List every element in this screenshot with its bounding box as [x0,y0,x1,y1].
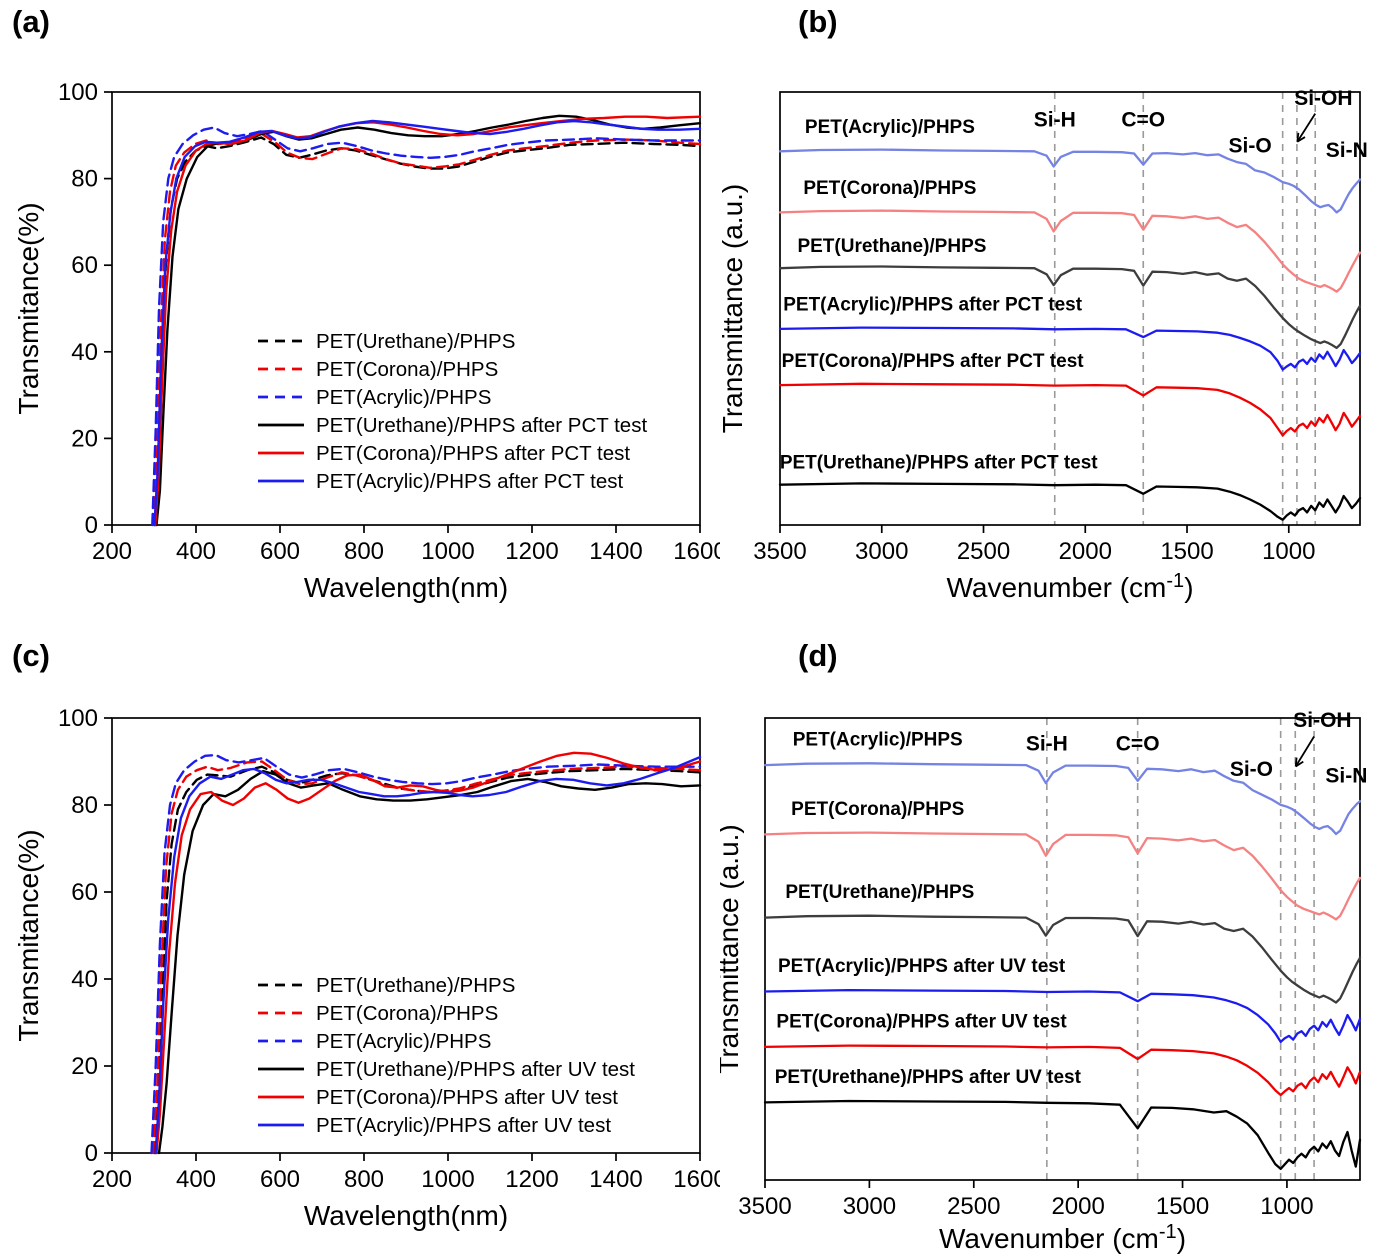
svg-text:PET(Corona)/PHPS: PET(Corona)/PHPS [316,1002,498,1025]
svg-text:80: 80 [71,166,98,193]
svg-text:Si-OH: Si-OH [1293,709,1351,732]
svg-text:PET(Corona)/PHPS after PCT tes: PET(Corona)/PHPS after PCT test [316,442,630,465]
panel-b-label: (b) [798,4,838,39]
svg-text:1000: 1000 [1260,1193,1313,1220]
svg-text:3000: 3000 [843,1193,896,1220]
svg-text:1000: 1000 [421,538,474,565]
svg-text:80: 80 [71,792,98,819]
svg-text:100: 100 [58,79,98,106]
svg-text:20: 20 [71,425,98,452]
svg-text:PET(Urethane)/PHPS after UV te: PET(Urethane)/PHPS after UV test [775,1067,1082,1088]
svg-text:PET(Urethane)/PHPS: PET(Urethane)/PHPS [316,974,515,997]
svg-text:1000: 1000 [421,1166,474,1193]
svg-text:1200: 1200 [505,1166,558,1193]
svg-text:40: 40 [71,339,98,366]
svg-text:20: 20 [71,1053,98,1080]
ftir-uv-chart: 3500 3000 2500 2000 1500 1000 Wavenumber (cm-1… [720,709,1367,1254]
svg-text:PET(Acrylic)/PHPS after UV tes: PET(Acrylic)/PHPS after UV test [316,1114,611,1137]
svg-text:PET(Corona)/PHPS: PET(Corona)/PHPS [316,358,498,381]
svg-text:PET(Acrylic)/PHPS: PET(Acrylic)/PHPS [316,1030,491,1053]
svg-text:Si-O: Si-O [1229,135,1272,158]
svg-text:1400: 1400 [589,1166,642,1193]
svg-text:PET(Acrylic)/PHPS: PET(Acrylic)/PHPS [316,386,491,409]
svg-text:PET(Corona)/PHPS: PET(Corona)/PHPS [803,178,976,199]
svg-text:600: 600 [260,1166,300,1193]
svg-text:2500: 2500 [957,538,1010,565]
svg-text:Wavelength(nm): Wavelength(nm) [304,1200,508,1231]
svg-text:100: 100 [58,705,98,732]
svg-text:PET(Acrylic)/PHPS after PCT te: PET(Acrylic)/PHPS after PCT test [316,470,623,493]
panel-d-label: (d) [798,638,838,673]
svg-text:2000: 2000 [1051,1193,1104,1220]
svg-text:PET(Urethane)/PHPS: PET(Urethane)/PHPS [785,882,974,903]
svg-text:0: 0 [85,1140,98,1167]
svg-text:3500: 3500 [753,538,806,565]
svg-text:60: 60 [71,252,98,279]
svg-text:PET(Acrylic)/PHPS: PET(Acrylic)/PHPS [805,117,975,138]
svg-text:2000: 2000 [1059,538,1112,565]
svg-text:400: 400 [176,538,216,565]
svg-text:Si-OH: Si-OH [1294,87,1352,110]
svg-text:0: 0 [85,512,98,539]
panel-c-label: (c) [12,638,50,673]
svg-text:1200: 1200 [505,538,558,565]
svg-text:PET(Urethane)/PHPS after UV te: PET(Urethane)/PHPS after UV test [316,1058,635,1081]
svg-text:PET(Corona)/PHPS after UV test: PET(Corona)/PHPS after UV test [316,1086,618,1109]
svg-text:40: 40 [71,966,98,993]
svg-text:1500: 1500 [1160,538,1213,565]
svg-text:Si-H: Si-H [1034,109,1076,132]
svg-text:1500: 1500 [1156,1193,1209,1220]
svg-text:Wavenumber (cm-1): Wavenumber (cm-1) [946,570,1193,603]
svg-text:Wavenumber (cm-1): Wavenumber (cm-1) [939,1221,1186,1254]
ftir-pct-chart: 3500 3000 2500 2000 1500 1000 Wavenumber (cm-1… [720,87,1368,603]
svg-text:Si-H: Si-H [1026,732,1068,755]
svg-text:3000: 3000 [855,538,908,565]
svg-text:Si-O: Si-O [1230,758,1273,781]
svg-text:PET(Urethane)/PHPS: PET(Urethane)/PHPS [316,330,515,353]
svg-text:800: 800 [344,538,384,565]
svg-text:PET(Acrylic)/PHPS: PET(Acrylic)/PHPS [793,730,963,751]
svg-text:PET(Urethane)/PHPS: PET(Urethane)/PHPS [797,236,986,257]
svg-text:PET(Corona)/PHPS after UV test: PET(Corona)/PHPS after UV test [776,1012,1067,1033]
svg-text:Transmittance (a.u.): Transmittance (a.u.) [720,824,744,1073]
svg-text:Transmitance(%): Transmitance(%) [13,829,44,1041]
svg-text:60: 60 [71,879,98,906]
svg-text:200: 200 [92,538,132,565]
svg-text:Si-N: Si-N [1325,765,1367,788]
svg-text:1400: 1400 [589,538,642,565]
svg-text:1000: 1000 [1262,538,1315,565]
svg-text:PET(Acrylic)/PHPS after PCT te: PET(Acrylic)/PHPS after PCT test [783,295,1082,316]
svg-text:PET(Acrylic)/PHPS after UV tes: PET(Acrylic)/PHPS after UV test [778,956,1066,977]
svg-text:PET(Corona)/PHPS: PET(Corona)/PHPS [791,799,964,820]
panel-b: (b) 3500 3000 2500 2000 1500 1000 Wavenumber (… [720,0,1383,620]
svg-text:C=O: C=O [1121,109,1165,132]
svg-text:800: 800 [344,1166,384,1193]
svg-text:200: 200 [92,1166,132,1193]
svg-text:400: 400 [176,1166,216,1193]
svg-text:PET(Urethane)/PHPS after PCT t: PET(Urethane)/PHPS after PCT test [780,453,1098,474]
svg-text:600: 600 [260,538,300,565]
svg-text:Wavelength(nm): Wavelength(nm) [304,572,508,603]
svg-text:C=O: C=O [1116,732,1160,755]
svg-text:Transmittance (a.u.): Transmittance (a.u.) [720,184,748,433]
svg-text:3500: 3500 [738,1193,791,1220]
svg-text:PET(Corona)/PHPS after PCT tes: PET(Corona)/PHPS after PCT test [782,351,1085,372]
svg-text:Si-N: Si-N [1326,139,1368,162]
svg-text:Transmitance(%): Transmitance(%) [13,202,44,414]
panel-d: (d) 3500 3000 2500 2000 1500 1000 Wavenumber (… [720,630,1383,1257]
panel-a-label: (a) [12,4,50,39]
svg-text:PET(Urethane)/PHPS after PCT t: PET(Urethane)/PHPS after PCT test [316,414,647,437]
svg-text:2500: 2500 [947,1193,1000,1220]
